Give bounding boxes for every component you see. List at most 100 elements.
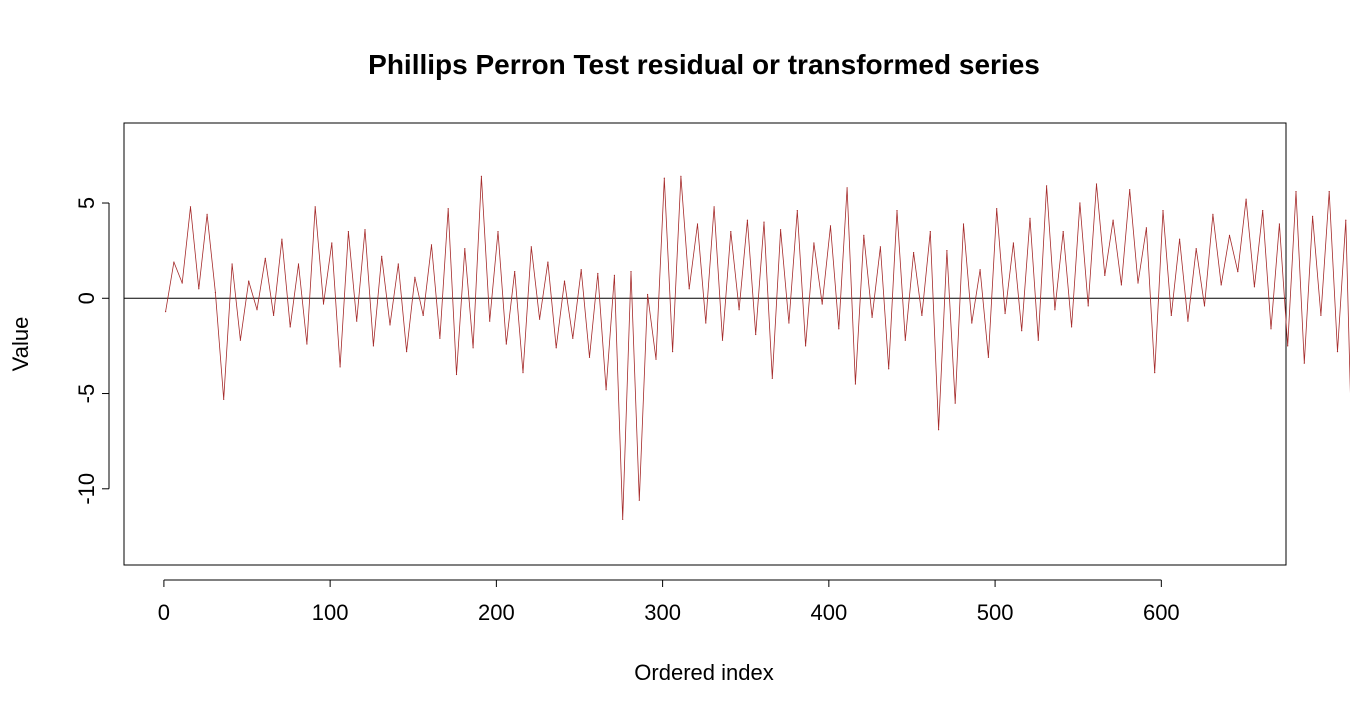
data-point bbox=[289, 326, 291, 328]
data-point bbox=[497, 231, 499, 233]
data-point bbox=[455, 373, 458, 376]
data-point bbox=[563, 280, 566, 282]
x-tick-label: 600 bbox=[1143, 600, 1180, 625]
data-point bbox=[1054, 309, 1056, 311]
data-point bbox=[1021, 330, 1023, 332]
data-point bbox=[1312, 215, 1314, 217]
data-point bbox=[1145, 227, 1147, 229]
data-point bbox=[464, 248, 466, 250]
data-point bbox=[746, 219, 749, 221]
data-point bbox=[1237, 271, 1239, 273]
data-point bbox=[829, 225, 832, 227]
data-point bbox=[647, 293, 649, 296]
data-point bbox=[680, 175, 682, 177]
data-point bbox=[996, 208, 998, 210]
data-point bbox=[1004, 312, 1006, 315]
data-point bbox=[622, 518, 624, 520]
data-point bbox=[696, 223, 699, 225]
data-point bbox=[1179, 238, 1181, 240]
data-point bbox=[821, 303, 823, 305]
data-point bbox=[1295, 191, 1297, 193]
data-point bbox=[206, 213, 208, 215]
data-point bbox=[414, 276, 416, 278]
data-point bbox=[1029, 217, 1031, 219]
data-point bbox=[397, 263, 399, 265]
data-point bbox=[613, 274, 616, 276]
data-point bbox=[755, 333, 757, 336]
x-tick-label: 400 bbox=[810, 600, 847, 625]
data-point bbox=[1336, 351, 1339, 353]
data-point bbox=[430, 244, 433, 246]
data-point bbox=[771, 377, 773, 379]
data-point bbox=[597, 272, 599, 275]
y-axis: 5 0 -5 -10 bbox=[74, 197, 110, 505]
data-point bbox=[813, 242, 815, 244]
data-point bbox=[630, 271, 632, 273]
data-point bbox=[1170, 314, 1172, 316]
y-tick-label: 5 bbox=[74, 197, 99, 209]
x-tick-label: 100 bbox=[312, 600, 349, 625]
chart-title: Phillips Perron Test residual or transfo… bbox=[368, 49, 1040, 80]
data-point bbox=[913, 252, 915, 254]
data-point bbox=[1062, 231, 1064, 233]
x-axis: 0 100 200 300 400 500 600 bbox=[158, 579, 1180, 625]
data-point bbox=[1287, 345, 1289, 347]
series-group bbox=[165, 175, 1350, 520]
data-point bbox=[705, 322, 707, 324]
data-point bbox=[987, 356, 990, 358]
data-point bbox=[505, 343, 507, 345]
plot-area-frame bbox=[123, 122, 1287, 566]
data-point bbox=[938, 429, 940, 431]
data-point bbox=[1270, 328, 1272, 330]
data-point bbox=[1087, 305, 1089, 307]
y-tick-label: -5 bbox=[74, 384, 99, 404]
data-point bbox=[572, 337, 574, 339]
data-point bbox=[522, 372, 524, 374]
data-point bbox=[730, 231, 732, 233]
data-point bbox=[738, 309, 740, 311]
data-point bbox=[1071, 326, 1073, 328]
data-point bbox=[439, 337, 441, 339]
data-point bbox=[472, 347, 474, 349]
data-point bbox=[381, 255, 383, 257]
data-point bbox=[339, 366, 341, 368]
data-point bbox=[954, 402, 956, 404]
data-point bbox=[780, 229, 782, 231]
data-point bbox=[1095, 183, 1098, 185]
data-point bbox=[605, 389, 607, 391]
data-point bbox=[580, 269, 582, 271]
data-point bbox=[1278, 223, 1280, 225]
data-point bbox=[231, 263, 233, 265]
data-point bbox=[198, 288, 200, 290]
data-point bbox=[1112, 219, 1114, 221]
data-point bbox=[256, 309, 258, 311]
data-point bbox=[1220, 284, 1222, 286]
data-point bbox=[530, 246, 532, 248]
data-point bbox=[372, 345, 374, 347]
data-point bbox=[1245, 198, 1247, 200]
data-point bbox=[273, 314, 275, 316]
data-point bbox=[1203, 305, 1206, 307]
data-point bbox=[838, 328, 840, 330]
data-point bbox=[1212, 213, 1214, 215]
data-point bbox=[971, 322, 973, 324]
series-line bbox=[165, 175, 1350, 520]
data-point bbox=[1104, 274, 1106, 276]
data-point bbox=[1253, 286, 1255, 288]
data-point bbox=[214, 292, 216, 294]
data-point bbox=[223, 398, 225, 400]
data-point bbox=[1129, 189, 1131, 191]
data-point bbox=[871, 316, 873, 318]
data-point bbox=[1228, 234, 1231, 236]
data-point bbox=[489, 320, 491, 322]
data-point bbox=[763, 221, 765, 223]
y-tick-label: 0 bbox=[74, 292, 99, 304]
data-point bbox=[306, 343, 308, 345]
data-point bbox=[1012, 242, 1015, 244]
data-point bbox=[1154, 372, 1156, 374]
data-point bbox=[638, 499, 640, 501]
data-point bbox=[929, 231, 931, 233]
data-point bbox=[979, 269, 981, 271]
data-point bbox=[663, 177, 665, 179]
data-point bbox=[1187, 320, 1189, 322]
